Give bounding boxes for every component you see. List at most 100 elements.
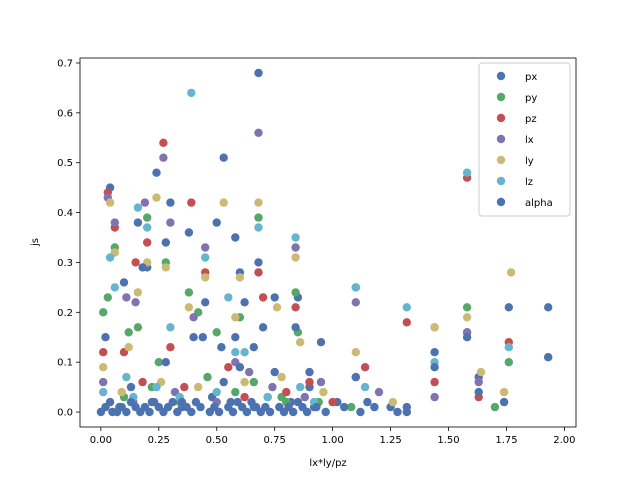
point-ly-16 [296, 338, 305, 347]
point-ly-12 [235, 273, 245, 282]
point-alpha-66 [270, 367, 279, 377]
point-ly-28 [240, 377, 249, 387]
point-py-3 [124, 328, 133, 337]
point-alpha-23 [214, 407, 224, 417]
x-tick-label: 1.75 [495, 435, 517, 446]
point-pz-5 [143, 238, 152, 247]
point-lz-0 [99, 387, 108, 397]
y-tick-label: 0.4 [57, 208, 73, 219]
point-px-30 [504, 303, 513, 312]
x-tick-label: 0.00 [90, 435, 112, 446]
point-lx-17 [430, 392, 439, 402]
point-lx-3 [122, 293, 131, 302]
point-alpha-2 [105, 397, 115, 407]
point-py-14 [291, 288, 300, 297]
point-lz-5 [143, 223, 152, 232]
point-pz-25 [328, 397, 337, 407]
point-pz-12 [258, 293, 268, 302]
legend-label-ly: ly [525, 156, 534, 167]
point-py-18 [462, 303, 472, 312]
point-px-23 [316, 338, 326, 347]
point-px-12 [201, 298, 210, 307]
point-px-14 [219, 153, 228, 162]
legend: px py pz lx ly lz alpha [478, 62, 571, 217]
x-axis-ticks: 0.00 0.25 0.50 0.75 1.00 1.25 1.50 1.75 2.00 [90, 427, 576, 446]
point-lz-12 [240, 348, 249, 357]
point-ly-6 [152, 193, 161, 202]
point-px-8 [161, 238, 170, 247]
point-ly-11 [231, 313, 240, 322]
point-lz-25 [263, 392, 272, 402]
point-pz-0 [99, 348, 108, 357]
point-alpha-55 [198, 333, 207, 342]
point-alpha-45 [370, 402, 379, 412]
series-alpha [96, 258, 553, 417]
point-pz-10 [224, 363, 233, 372]
point-ly-27 [194, 382, 203, 392]
point-px-25 [363, 397, 372, 407]
point-py-20 [504, 358, 513, 367]
legend-label-px: px [525, 72, 537, 83]
y-tick-label: 0.3 [57, 258, 73, 269]
point-ly-29 [277, 372, 286, 382]
point-py-1 [103, 293, 113, 302]
point-lx-7 [166, 218, 175, 227]
point-py-10 [212, 328, 221, 337]
point-px-0 [101, 333, 110, 342]
point-py-24 [203, 372, 212, 382]
series-lz [99, 88, 513, 407]
point-pz-8 [187, 198, 196, 207]
point-alpha-41 [312, 402, 321, 412]
series-pz [99, 138, 513, 407]
point-py-19 [490, 402, 500, 412]
point-lx-15 [351, 298, 360, 307]
point-lz-17 [360, 382, 370, 392]
point-alpha-46 [393, 407, 402, 417]
point-alpha-48 [430, 363, 439, 372]
point-alpha-50 [474, 387, 483, 397]
point-py-25 [231, 387, 240, 397]
point-lx-23 [268, 382, 277, 392]
point-ly-7 [161, 263, 170, 272]
y-tick-label: 0.6 [57, 108, 73, 119]
point-lx-24 [300, 392, 309, 402]
point-ly-4 [133, 288, 143, 297]
point-px-5 [133, 218, 143, 227]
legend-marker-lz [496, 176, 506, 186]
point-alpha-58 [235, 363, 245, 372]
legend-label-py: py [525, 93, 537, 104]
point-alpha-64 [177, 397, 187, 407]
point-py-12 [254, 213, 263, 222]
point-ly-3 [124, 343, 133, 352]
point-lz-11 [231, 348, 240, 357]
point-alpha-60 [254, 258, 263, 267]
point-alpha-18 [187, 407, 196, 417]
point-lz-3 [122, 372, 131, 382]
point-lz-6 [152, 382, 161, 392]
point-ly-25 [117, 387, 126, 397]
point-lx-13 [291, 243, 300, 252]
point-lx-9 [201, 243, 210, 252]
legend-label-lz: lz [525, 177, 533, 188]
point-lx-2 [110, 218, 120, 227]
point-alpha-15 [168, 397, 177, 407]
point-ly-15 [291, 253, 300, 262]
point-lx-16 [374, 387, 384, 397]
point-alpha-42 [321, 407, 330, 417]
x-tick-label: 1.25 [379, 435, 401, 446]
point-alpha-10 [145, 407, 154, 417]
point-px-9 [166, 198, 175, 207]
point-lz-4 [133, 203, 143, 212]
point-pz-23 [240, 392, 249, 402]
point-px-11 [189, 333, 198, 342]
point-alpha-52 [544, 353, 553, 362]
point-alpha-40 [302, 407, 312, 417]
point-pz-14 [305, 377, 314, 387]
x-axis-label: lx*ly/pz [309, 458, 346, 469]
point-lx-12 [254, 128, 263, 137]
point-px-15 [231, 233, 240, 242]
point-lz-7 [166, 323, 175, 332]
y-axis-ticks: 0.0 0.1 0.2 0.3 0.4 0.5 0.6 0.7 [57, 58, 80, 419]
x-tick-label: 0.75 [264, 435, 286, 446]
